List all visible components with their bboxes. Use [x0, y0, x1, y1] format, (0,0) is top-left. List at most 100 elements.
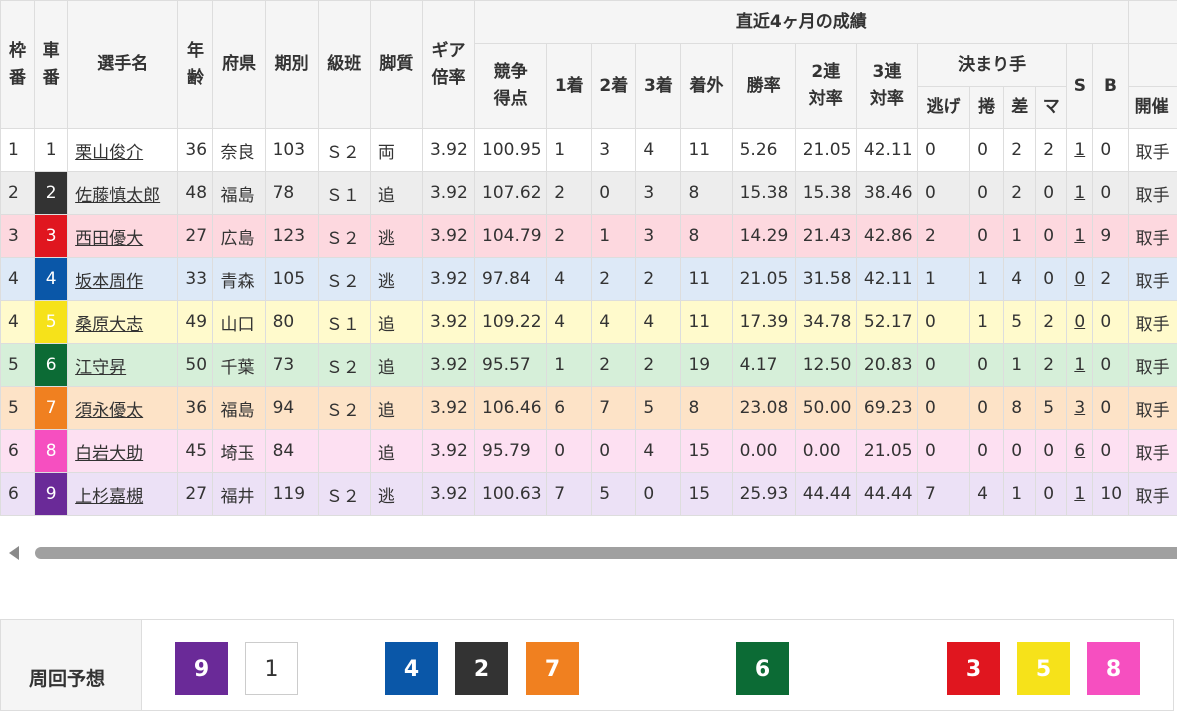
- sashi-value: 2: [1011, 183, 1022, 203]
- cell-age: 27: [178, 473, 213, 516]
- cell-nige: 2: [918, 215, 970, 258]
- cell-name: 佐藤慎太郎: [68, 172, 178, 215]
- scroll-left-arrow-icon[interactable]: [9, 546, 19, 560]
- racer-name-link[interactable]: 佐藤慎太郎: [75, 186, 160, 206]
- makuri-value: 0: [977, 140, 988, 160]
- header-first: 1着: [547, 44, 592, 129]
- cell-gear: 3.92: [422, 430, 474, 473]
- cell-mark: 0: [1036, 473, 1067, 516]
- leg-value: 逃: [378, 487, 395, 507]
- class-value: Ｓ２: [326, 487, 360, 507]
- cell-waku: 3: [1, 215, 35, 258]
- header-ren3: 3連対率: [856, 44, 917, 129]
- racer-name-link[interactable]: 上杉嘉槻: [75, 487, 143, 507]
- pref-value: 埼玉: [220, 444, 254, 464]
- prediction-car-box: 9: [175, 642, 228, 695]
- pref-value: 千葉: [220, 358, 254, 378]
- cell-mark: 5: [1036, 387, 1067, 430]
- header-pref: 府県: [213, 1, 265, 129]
- cell-gear: 3.92: [422, 172, 474, 215]
- cell-makuri: 0: [970, 215, 1004, 258]
- ren3-value: 20.83: [864, 355, 913, 375]
- s-count-link[interactable]: 1: [1074, 484, 1085, 504]
- cell-makuri: 1: [970, 301, 1004, 344]
- term-value: 105: [273, 269, 305, 289]
- r3-value: 4: [643, 441, 654, 461]
- cell-out: 11: [681, 258, 732, 301]
- r2-value: 4: [599, 312, 610, 332]
- pref-value: 青森: [220, 272, 254, 292]
- racer-name-link[interactable]: 桑原大志: [75, 315, 143, 335]
- ren3-value: 69.23: [864, 398, 913, 418]
- cell-makuri: 0: [970, 430, 1004, 473]
- cell-name: 上杉嘉槻: [68, 473, 178, 516]
- out-value: 19: [688, 355, 710, 375]
- cell-gear: 3.92: [422, 129, 474, 172]
- ren2-value: 34.78: [803, 312, 852, 332]
- racer-name-link[interactable]: 白岩大助: [75, 444, 143, 464]
- header-mark: マ: [1036, 87, 1067, 129]
- racer-name-link[interactable]: 西田優大: [75, 229, 143, 249]
- age-value: 36: [185, 140, 207, 160]
- s-count-link[interactable]: 1: [1074, 183, 1085, 203]
- racer-name-link[interactable]: 須永優太: [75, 401, 143, 421]
- r1-value: 2: [554, 226, 565, 246]
- sashi-value: 4: [1011, 269, 1022, 289]
- cell-score: 97.84: [475, 258, 547, 301]
- nige-value: 0: [925, 183, 936, 203]
- r1-value: 1: [554, 140, 565, 160]
- b-value: 0: [1100, 183, 1111, 203]
- term-value: 123: [273, 226, 305, 246]
- cell-ren2: 50.00: [795, 387, 856, 430]
- term-value: 94: [273, 398, 295, 418]
- s-count-link[interactable]: 1: [1074, 226, 1085, 246]
- horizontal-scrollbar[interactable]: [0, 540, 1177, 566]
- cell-waku: 5: [1, 344, 35, 387]
- waku-value: 2: [8, 183, 19, 203]
- mark-value: 0: [1043, 183, 1054, 203]
- sha-value: 9: [46, 484, 57, 504]
- car-number-badge: 6: [35, 344, 68, 387]
- r3-value: 0: [643, 484, 654, 504]
- cell-b: 0: [1093, 129, 1128, 172]
- cell-term: 84: [265, 430, 318, 473]
- cell-leg: 追: [370, 387, 422, 430]
- cell-score: 109.22: [475, 301, 547, 344]
- mark-value: 2: [1043, 140, 1054, 160]
- makuri-value: 1: [977, 312, 988, 332]
- header-ren2: 2連対率: [795, 44, 856, 129]
- cell-r2: 3: [592, 129, 636, 172]
- header-sha: 車番: [35, 1, 68, 129]
- cell-makuri: 1: [970, 258, 1004, 301]
- cell-ren3: 42.86: [856, 215, 917, 258]
- term-value: 73: [273, 355, 295, 375]
- header-b: B: [1093, 44, 1128, 129]
- cell-s: 1: [1067, 172, 1093, 215]
- car-number-badge: 1: [35, 129, 68, 172]
- racer-name-link[interactable]: 栗山俊介: [75, 143, 143, 163]
- cell-kaisai: 取手: [1128, 473, 1177, 516]
- score-value: 106.46: [482, 398, 541, 418]
- cell-ren3: 44.44: [856, 473, 917, 516]
- s-count-link[interactable]: 0: [1074, 312, 1085, 332]
- racer-table-wrapper[interactable]: 枠番 車番 選手名 年齢 府県 期別 級班 脚質 ギア倍率 直近4ヶ月の成績 競…: [0, 0, 1177, 516]
- gear-value: 3.92: [430, 441, 468, 461]
- b-value: 10: [1100, 484, 1122, 504]
- racer-name-link[interactable]: 坂本周作: [75, 272, 143, 292]
- leg-value: 追: [378, 401, 395, 421]
- s-count-link[interactable]: 1: [1074, 355, 1085, 375]
- s-count-link[interactable]: 1: [1074, 140, 1085, 160]
- cell-kaisai: 取手: [1128, 172, 1177, 215]
- sha-value: 6: [46, 355, 57, 375]
- s-count-link[interactable]: 0: [1074, 269, 1085, 289]
- racer-name-link[interactable]: 江守昇: [75, 358, 126, 378]
- r3-value: 2: [643, 355, 654, 375]
- header-score: 競争得点: [475, 44, 547, 129]
- s-count-link[interactable]: 3: [1074, 398, 1085, 418]
- s-count-link[interactable]: 6: [1074, 441, 1085, 461]
- scrollbar-thumb[interactable]: [35, 547, 1177, 559]
- score-value: 109.22: [482, 312, 541, 332]
- sashi-value: 2: [1011, 140, 1022, 160]
- cell-sashi: 0: [1004, 430, 1036, 473]
- gear-value: 3.92: [430, 140, 468, 160]
